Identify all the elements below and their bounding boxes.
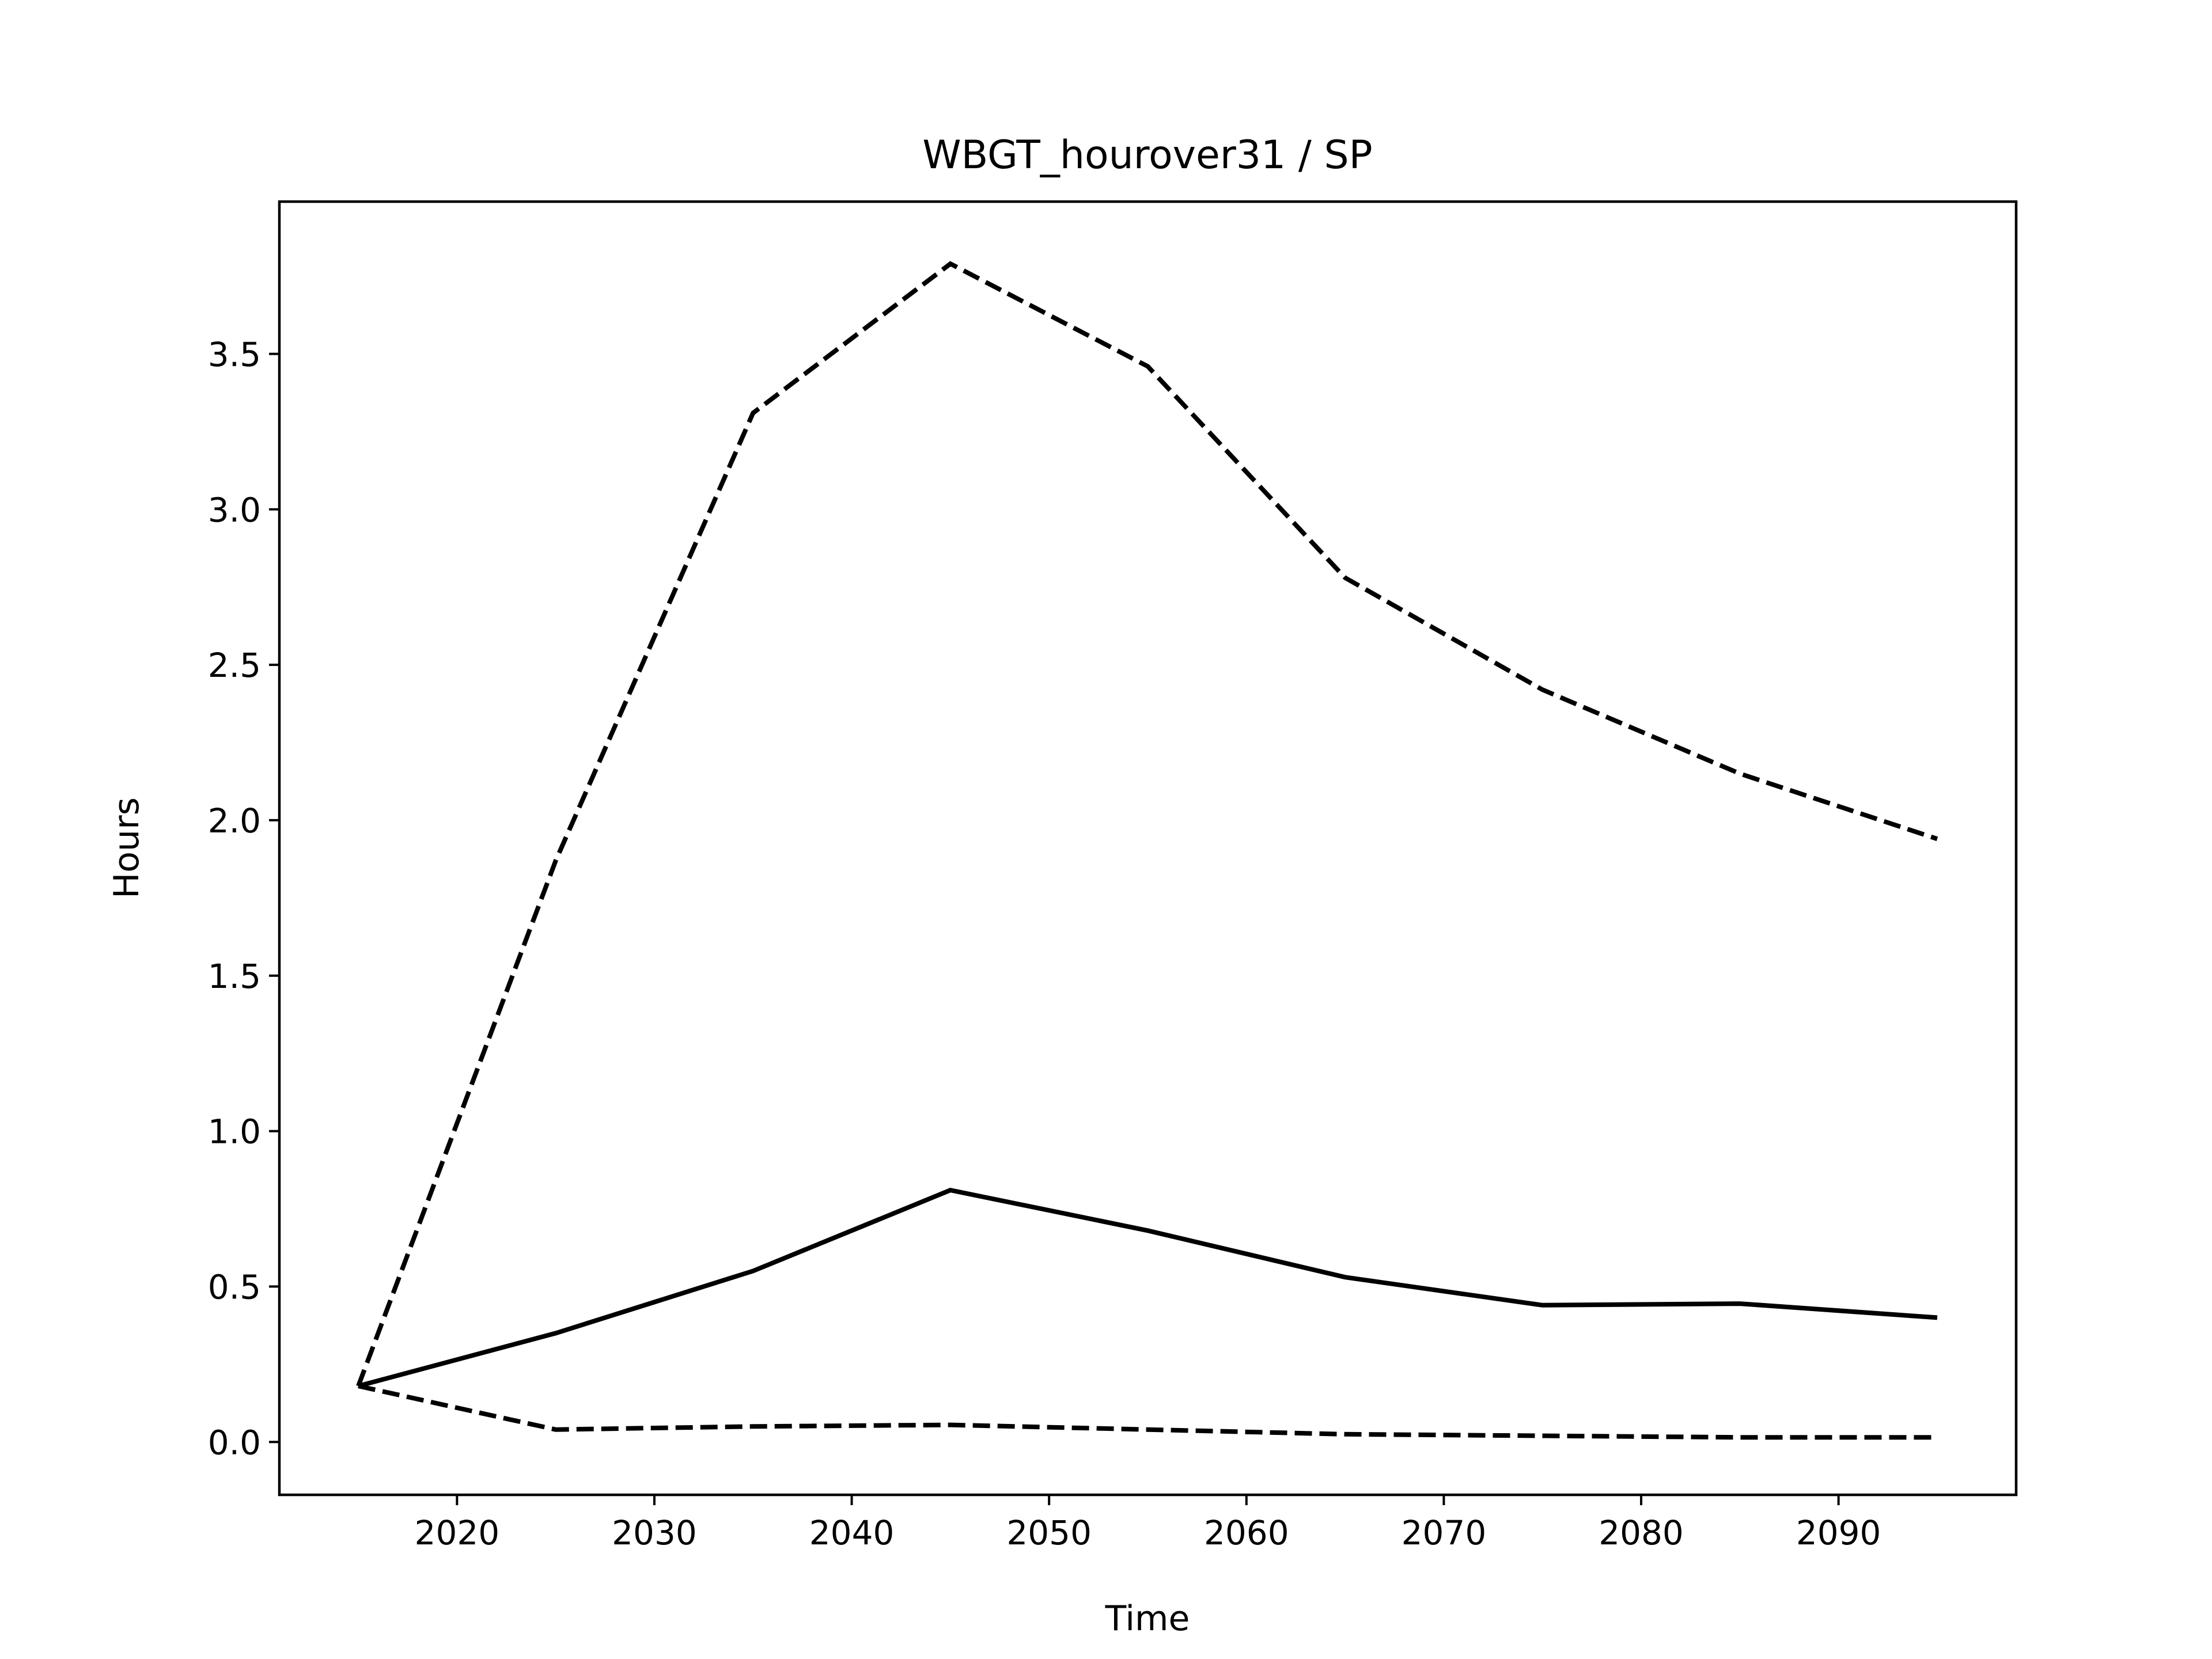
- x-tick-label: 2060: [1204, 1513, 1289, 1552]
- x-tick-label: 2080: [1599, 1513, 1684, 1552]
- x-tick-label: 2030: [612, 1513, 697, 1552]
- x-tick-label: 2090: [1796, 1513, 1881, 1552]
- chart-title: WBGT_hourover31 / SP: [922, 132, 1372, 178]
- series-line-3: [358, 1384, 1937, 1440]
- x-axis: 2020 2030 2040 2050 2060 2070 2080 2090: [415, 1495, 1881, 1552]
- y-tick-label: 0.0: [208, 1423, 261, 1462]
- series-line-2: [357, 1187, 1938, 1388]
- plot-area: [356, 261, 1938, 1440]
- y-tick-label: 1.5: [208, 957, 261, 996]
- y-tick-label: 1.0: [208, 1112, 261, 1152]
- y-tick-label: 2.0: [208, 801, 261, 840]
- y-tick-label: 2.5: [208, 646, 261, 685]
- x-axis-label: Time: [1105, 1599, 1190, 1639]
- series-line-1: [356, 261, 1938, 1387]
- x-tick-label: 2050: [1006, 1513, 1092, 1552]
- y-axis: 0.0 0.5 1.0 1.5 2.0 2.5 3.0 3.5: [208, 335, 279, 1462]
- plot-frame: [278, 200, 2018, 1497]
- y-axis-label: Hours: [107, 797, 147, 899]
- x-tick-label: 2040: [809, 1513, 895, 1552]
- x-tick-label: 2020: [415, 1513, 500, 1552]
- y-tick-label: 3.5: [208, 335, 261, 374]
- x-tick-label: 2070: [1402, 1513, 1487, 1552]
- y-tick-label: 0.5: [208, 1267, 261, 1306]
- y-tick-label: 3.0: [208, 490, 261, 529]
